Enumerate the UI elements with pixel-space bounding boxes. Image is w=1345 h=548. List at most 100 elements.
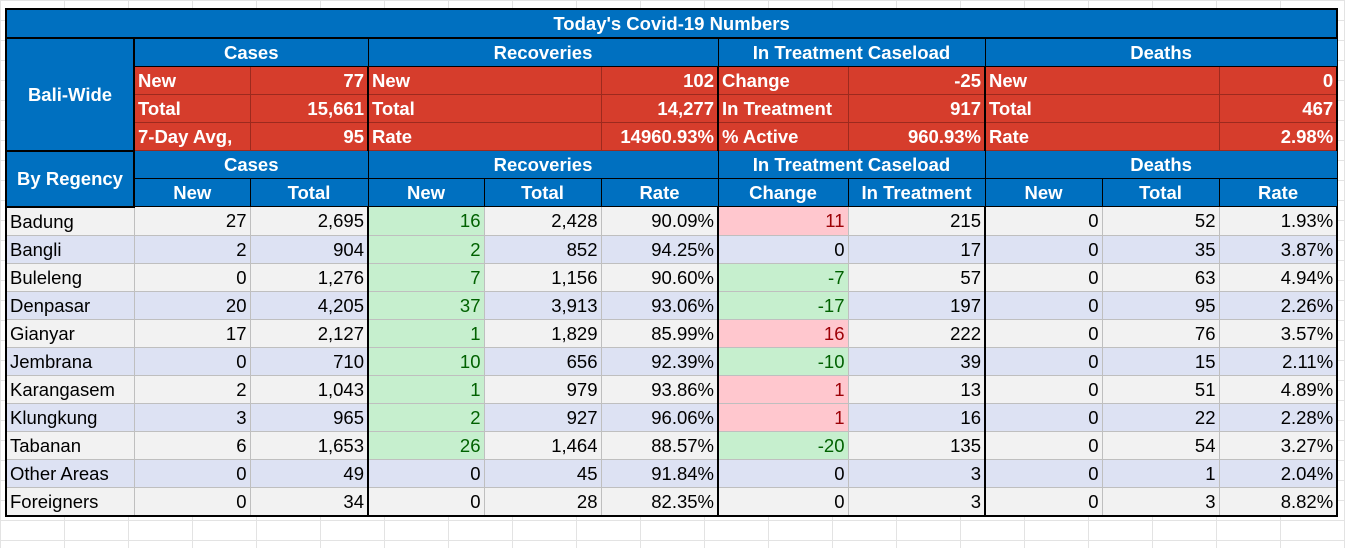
recoveries-rate: 82.35%: [600, 486, 719, 517]
deaths-new: 0: [984, 458, 1103, 488]
regency-name: Jembrana: [5, 346, 135, 376]
deaths-total: 3: [1101, 486, 1220, 517]
cases-total: 2,127: [249, 318, 369, 348]
summary-recoveries-value: 102: [600, 66, 719, 95]
cases-group-header-2: Cases: [133, 150, 369, 179]
recoveries-new: 1: [367, 374, 485, 404]
table-row: Foreigners 0 34 0 28 82.35% 0 3 0 3 8.82%: [5, 486, 1339, 517]
recoveries-total: 1,156: [483, 262, 602, 292]
deaths-group-header: Deaths: [984, 37, 1338, 67]
deaths-total: 35: [1101, 234, 1220, 264]
regency-name: Badung: [5, 206, 135, 236]
summary-treatment-value: 917: [847, 94, 986, 123]
table-row: Jembrana 0 710 10 656 92.39% -10 39 0 15 2.11%: [5, 346, 1339, 376]
recoveries-rate: 93.06%: [600, 290, 719, 320]
cases-new: 6: [133, 430, 251, 460]
table-row: Karangasem 2 1,043 1 979 93.86% 1 13 0 51 4.89%: [5, 374, 1339, 404]
treatment-change: 1: [717, 402, 849, 432]
deaths-new: 0: [984, 234, 1103, 264]
column-header-cases-new: New: [133, 178, 251, 207]
cases-new: 2: [133, 374, 251, 404]
cases-total: 1,276: [249, 262, 369, 292]
recoveries-rate: 88.57%: [600, 430, 719, 460]
regency-name: Bangli: [5, 234, 135, 264]
deaths-new: 0: [984, 262, 1103, 292]
deaths-rate: 2.26%: [1218, 290, 1339, 320]
cases-new: 3: [133, 402, 251, 432]
regency-name: Denpasar: [5, 290, 135, 320]
deaths-total: 95: [1101, 290, 1220, 320]
treatment-change: 0: [717, 486, 849, 517]
summary-cases-label: 7-Day Avg,: [133, 122, 251, 151]
treatment-group-header-2: In Treatment Caseload: [717, 150, 986, 179]
summary-treatment-label: % Active: [717, 122, 849, 151]
treatment-change: -20: [717, 430, 849, 460]
summary-cases-value: 15,661: [249, 94, 369, 123]
summary-treatment-label: In Treatment: [717, 94, 849, 123]
summary-recoveries-value: 14,277: [600, 94, 719, 123]
summary-cases-label: Total: [133, 94, 251, 123]
deaths-total: 51: [1101, 374, 1220, 404]
table-title: Today's Covid-19 Numbers: [4, 8, 1339, 39]
recoveries-rate: 96.06%: [600, 402, 719, 432]
in-treatment: 197: [847, 290, 986, 320]
in-treatment: 215: [847, 206, 986, 236]
column-header-tr-change: Change: [717, 178, 849, 207]
cases-total: 34: [249, 486, 369, 517]
cases-new: 0: [133, 486, 251, 517]
in-treatment: 17: [847, 234, 986, 264]
recoveries-total: 45: [483, 458, 602, 488]
column-header-rec-new: New: [367, 178, 485, 207]
cases-total: 1,043: [249, 374, 369, 404]
in-treatment: 222: [847, 318, 986, 348]
regency-name: Gianyar: [5, 318, 135, 348]
deaths-group-header-2: Deaths: [984, 150, 1338, 179]
deaths-rate: 2.11%: [1218, 346, 1339, 376]
deaths-rate: 8.82%: [1218, 486, 1339, 517]
column-header-cases-total: Total: [249, 178, 369, 207]
cases-total: 49: [249, 458, 369, 488]
summary-cases-value: 95: [249, 122, 369, 151]
recoveries-new: 0: [367, 486, 485, 517]
cases-total: 2,695: [249, 206, 369, 236]
recoveries-rate: 90.09%: [600, 206, 719, 236]
treatment-change: 0: [717, 458, 849, 488]
recoveries-group-header: Recoveries: [367, 37, 719, 67]
cases-new: 0: [133, 346, 251, 376]
summary-recoveries-value: 14960.93%: [600, 122, 719, 151]
table-row: Badung 27 2,695 16 2,428 90.09% 11 215 0 52 1.93%: [5, 206, 1339, 236]
table-row: Denpasar 20 4,205 37 3,913 93.06% -17 197 0 95 2.2…: [5, 290, 1339, 320]
treatment-change: -10: [717, 346, 849, 376]
deaths-rate: 4.94%: [1218, 262, 1339, 292]
summary-recoveries-label: Total: [367, 94, 602, 123]
recoveries-new: 7: [367, 262, 485, 292]
table-row: Gianyar 17 2,127 1 1,829 85.99% 16 222 0 76 3.57%: [5, 318, 1339, 348]
bali-wide-label: Bali-Wide: [5, 37, 135, 152]
recoveries-rate: 91.84%: [600, 458, 719, 488]
summary-deaths-label: New: [984, 66, 1220, 95]
cases-group-header: Cases: [133, 37, 369, 67]
recoveries-new: 26: [367, 430, 485, 460]
column-header-rec-rate: Rate: [600, 178, 719, 207]
cases-new: 2: [133, 234, 251, 264]
recoveries-rate: 92.39%: [600, 346, 719, 376]
deaths-rate: 1.93%: [1218, 206, 1339, 236]
summary-deaths-value: 467: [1218, 94, 1339, 123]
deaths-new: 0: [984, 290, 1103, 320]
table-row: Other Areas 0 49 0 45 91.84% 0 3 0 1 2.04%: [5, 458, 1339, 488]
cases-new: 27: [133, 206, 251, 236]
table-row: Klungkung 3 965 2 927 96.06% 1 16 0 22 2.28%: [5, 402, 1339, 432]
column-header-d-total: Total: [1101, 178, 1220, 207]
recoveries-group-header-2: Recoveries: [367, 150, 719, 179]
cases-new: 20: [133, 290, 251, 320]
treatment-change: 11: [717, 206, 849, 236]
in-treatment: 39: [847, 346, 986, 376]
treatment-group-header: In Treatment Caseload: [717, 37, 986, 67]
regency-name: Karangasem: [5, 374, 135, 404]
cases-total: 904: [249, 234, 369, 264]
cases-new: 0: [133, 262, 251, 292]
summary-recoveries-label: Rate: [367, 122, 602, 151]
deaths-total: 54: [1101, 430, 1220, 460]
recoveries-total: 656: [483, 346, 602, 376]
treatment-change: 0: [717, 234, 849, 264]
